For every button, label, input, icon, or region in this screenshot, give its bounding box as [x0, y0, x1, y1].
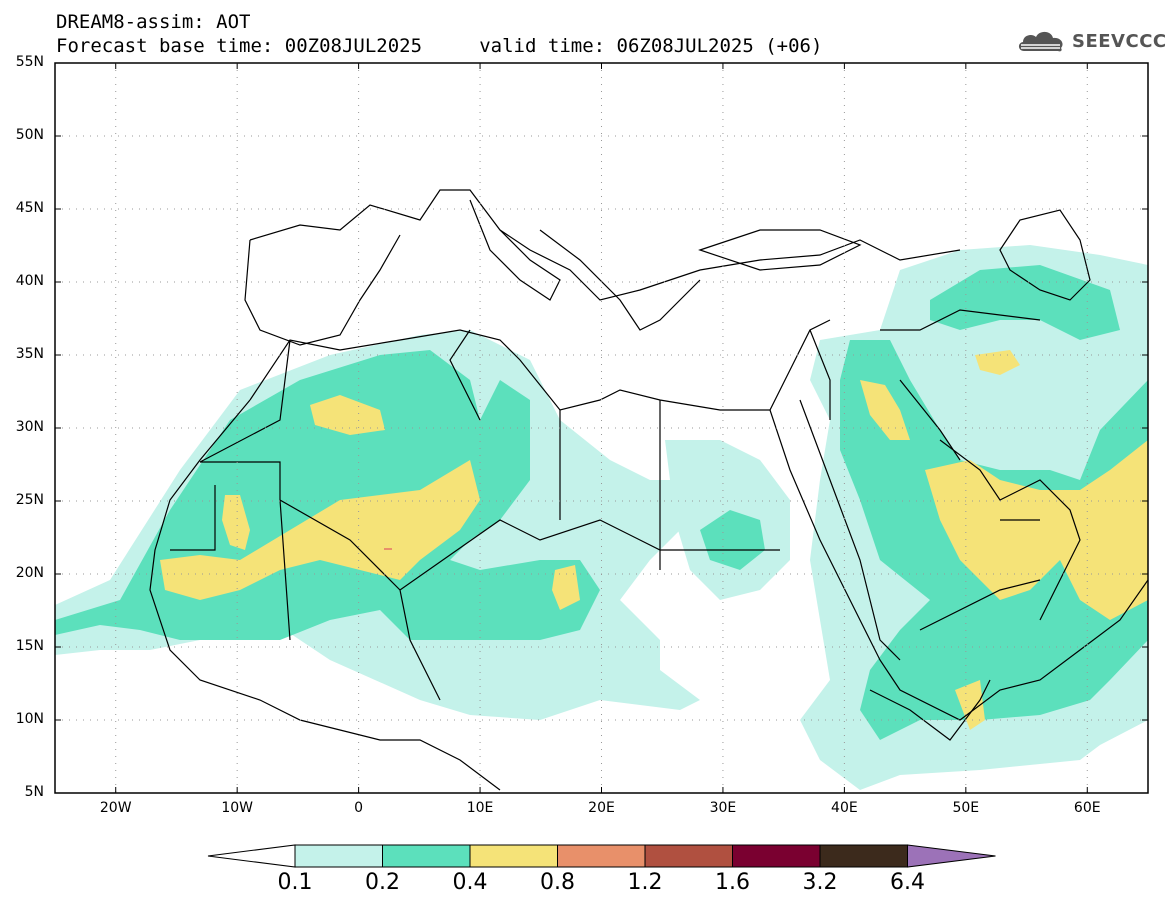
colorbar-swatch	[819, 844, 908, 868]
colorbar-swatch	[294, 844, 383, 868]
lon-label: 20W	[99, 800, 132, 816]
west-africa-coast	[149, 399, 501, 791]
lon-label: 20E	[588, 800, 615, 816]
colorbar-swatch	[557, 844, 646, 868]
arabia-coast	[799, 399, 1081, 661]
colorbar-label: 6.4	[890, 870, 925, 895]
colorbar-min-arrow	[207, 844, 296, 868]
italy-outline	[469, 199, 561, 301]
lon-label: 10W	[221, 800, 253, 816]
coastlines-borders	[149, 189, 1148, 791]
north-africa-coast	[249, 319, 831, 411]
colorbar-max-arrow	[907, 844, 996, 868]
colorbar-label: 0.1	[277, 870, 313, 895]
aot-contour-sahara-l3	[160, 460, 480, 600]
aot-contour-west-africa-l2	[55, 350, 600, 640]
aot-field	[55, 245, 1148, 790]
lat-label: 50N	[15, 127, 44, 143]
lon-label: 50E	[952, 800, 980, 816]
colorbar-label: 0.4	[452, 870, 488, 895]
aot-contour-iraq-l3	[860, 380, 910, 440]
lon-label: 30E	[709, 800, 737, 816]
aot-contour-caspian-l2	[930, 265, 1120, 340]
caspian-outline	[999, 209, 1091, 301]
cloud-icon	[1018, 31, 1063, 52]
colorbar-swatch	[382, 844, 471, 868]
colorbar	[207, 844, 996, 868]
europe-outline	[249, 189, 961, 301]
colorbar-label: 1.6	[715, 870, 750, 895]
aot-contour-iran-l3	[975, 350, 1020, 375]
colorbar-swatch	[644, 844, 733, 868]
aot-contour-mauritania-l3	[222, 495, 250, 550]
lat-label: 20N	[15, 565, 44, 581]
aot-contour-yemen-l3	[955, 680, 985, 730]
lon-label: 0	[354, 800, 364, 816]
axis-ticks	[55, 62, 1148, 794]
logo-text: SEEVCCC	[1072, 30, 1165, 52]
lat-label: 30N	[15, 419, 44, 435]
gridlines	[55, 63, 1148, 793]
balkans-outline	[539, 229, 701, 331]
lon-label: 60E	[1073, 800, 1101, 816]
colorbar-label: 3.2	[802, 870, 838, 895]
aot-contour-arabia-l3	[925, 440, 1148, 620]
lat-label: 15N	[15, 638, 44, 654]
aot-contour-dust-max-l4	[384, 548, 392, 550]
lon-label: 10E	[466, 800, 494, 816]
horn-africa-coast	[869, 679, 991, 741]
colorbar-label: 1.2	[627, 870, 663, 895]
borders-middle-east	[809, 309, 1041, 631]
lon-label: 40E	[831, 800, 858, 816]
lat-label: 10N	[15, 711, 44, 727]
colorbar-swatch	[732, 844, 821, 868]
lat-label: 55N	[15, 54, 44, 70]
colorbar-label: 0.8	[540, 870, 575, 895]
colorbar-swatch	[469, 844, 558, 868]
aot-contour-morocco-l3	[310, 395, 385, 435]
aot-contour-sahara-east-l2	[700, 510, 765, 570]
map-title: DREAM8-assim: AOT	[56, 11, 251, 33]
lat-label: 25N	[15, 492, 44, 508]
lat-label: 35N	[15, 346, 44, 362]
aot-contour-chad-l3	[552, 565, 580, 610]
colorbar-label: 0.2	[365, 870, 400, 895]
red-sea-coast	[769, 409, 1148, 721]
borders-africa	[170, 329, 780, 701]
iberia-outline	[244, 234, 401, 346]
lat-label: 5N	[24, 784, 44, 800]
map-subtitle: Forecast base time: 00Z08JUL2025 valid t…	[56, 35, 823, 57]
black-sea-outline	[698, 229, 862, 271]
seevccc-logo: SEEVCCC	[1016, 26, 1165, 56]
lat-label: 40N	[15, 273, 44, 289]
lat-label: 45N	[15, 200, 44, 216]
